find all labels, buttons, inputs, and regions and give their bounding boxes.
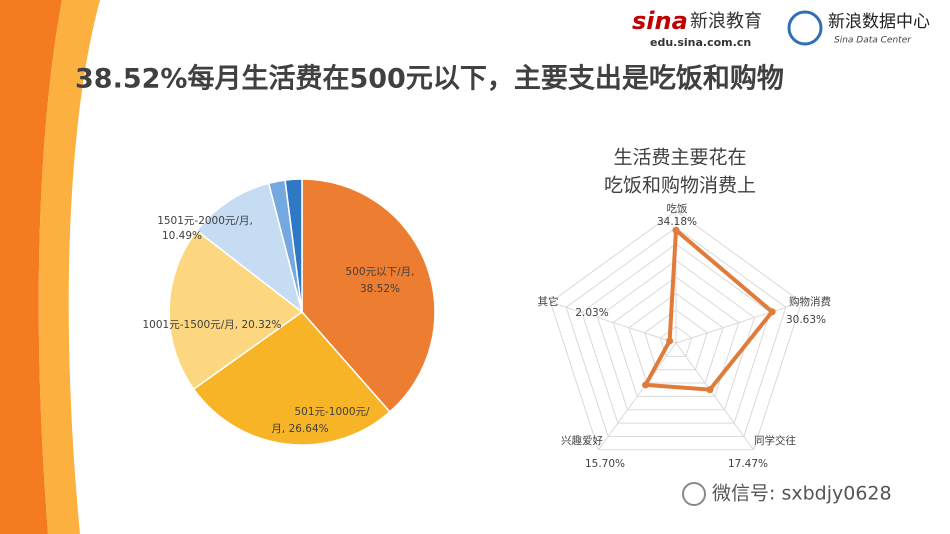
center-cn: 新浪数据中心 bbox=[828, 12, 930, 32]
radar-point bbox=[768, 308, 776, 316]
pie-slice bbox=[284, 178, 303, 313]
grid-ring bbox=[596, 259, 756, 411]
brand: sina bbox=[632, 7, 688, 35]
pie-slice bbox=[192, 310, 391, 446]
value-label: 15.70% bbox=[585, 458, 625, 470]
watermark: 微信号: sxbdjy0628 bbox=[712, 483, 892, 505]
spoke bbox=[675, 301, 802, 344]
center-en: Sina Data Center bbox=[834, 36, 912, 46]
radar-point bbox=[642, 381, 650, 389]
spoke bbox=[675, 342, 754, 451]
pie-label: 500元以下/月, bbox=[346, 266, 415, 278]
pie-label: 1501元-2000元/月, bbox=[157, 215, 253, 227]
grid-ring bbox=[565, 226, 787, 437]
value-label: 2.03% bbox=[575, 307, 608, 319]
pie-label: 月, 26.64% bbox=[271, 423, 328, 435]
axis-label: 同学交往 bbox=[754, 434, 796, 447]
decor-orange bbox=[0, 0, 62, 534]
radar-point bbox=[672, 226, 680, 234]
slide-title: 38.52%每月生活费在500元以下，主要支出是吃饭和购物 bbox=[75, 63, 784, 95]
pie-slice bbox=[168, 229, 304, 391]
pie-label: 501元-1000元/ bbox=[294, 406, 370, 418]
axis-label: 吃饭 bbox=[667, 202, 688, 215]
spoke bbox=[598, 342, 677, 451]
axis-label: 其它 bbox=[538, 295, 559, 308]
radar-point bbox=[706, 386, 714, 394]
grid-ring bbox=[581, 243, 771, 424]
grid-ring bbox=[549, 210, 803, 451]
pie-label: 38.52% bbox=[360, 283, 400, 295]
radar-title: 生活费主要花在 bbox=[613, 147, 746, 169]
pie-label: 10.49% bbox=[162, 230, 202, 242]
radar-title: 吃饭和购物消费上 bbox=[604, 175, 756, 197]
value-label: 17.47% bbox=[728, 458, 768, 470]
radar-line bbox=[643, 228, 775, 392]
grid-ring bbox=[644, 309, 708, 371]
grid-ring bbox=[659, 325, 693, 357]
center-logo bbox=[787, 10, 823, 46]
value-label: 30.63% bbox=[786, 314, 826, 326]
pie-label: 1001元-1500元/月, 20.32% bbox=[143, 319, 282, 331]
pie-slice bbox=[195, 182, 304, 314]
axis-label: 购物消费 bbox=[789, 295, 831, 308]
spoke bbox=[550, 301, 677, 344]
radar-point bbox=[666, 337, 674, 345]
grid-ring bbox=[612, 276, 740, 397]
axis-label: 兴趣爱好 bbox=[561, 434, 603, 447]
value-label: 34.18% bbox=[657, 216, 697, 228]
pie-slice bbox=[301, 178, 436, 413]
decor-yellow bbox=[38, 0, 100, 534]
brand-cn: 新浪教育 bbox=[690, 11, 762, 32]
brand-url: edu.sina.com.cn bbox=[650, 36, 751, 49]
grid-ring bbox=[628, 292, 724, 384]
wechat-icon bbox=[682, 482, 706, 506]
